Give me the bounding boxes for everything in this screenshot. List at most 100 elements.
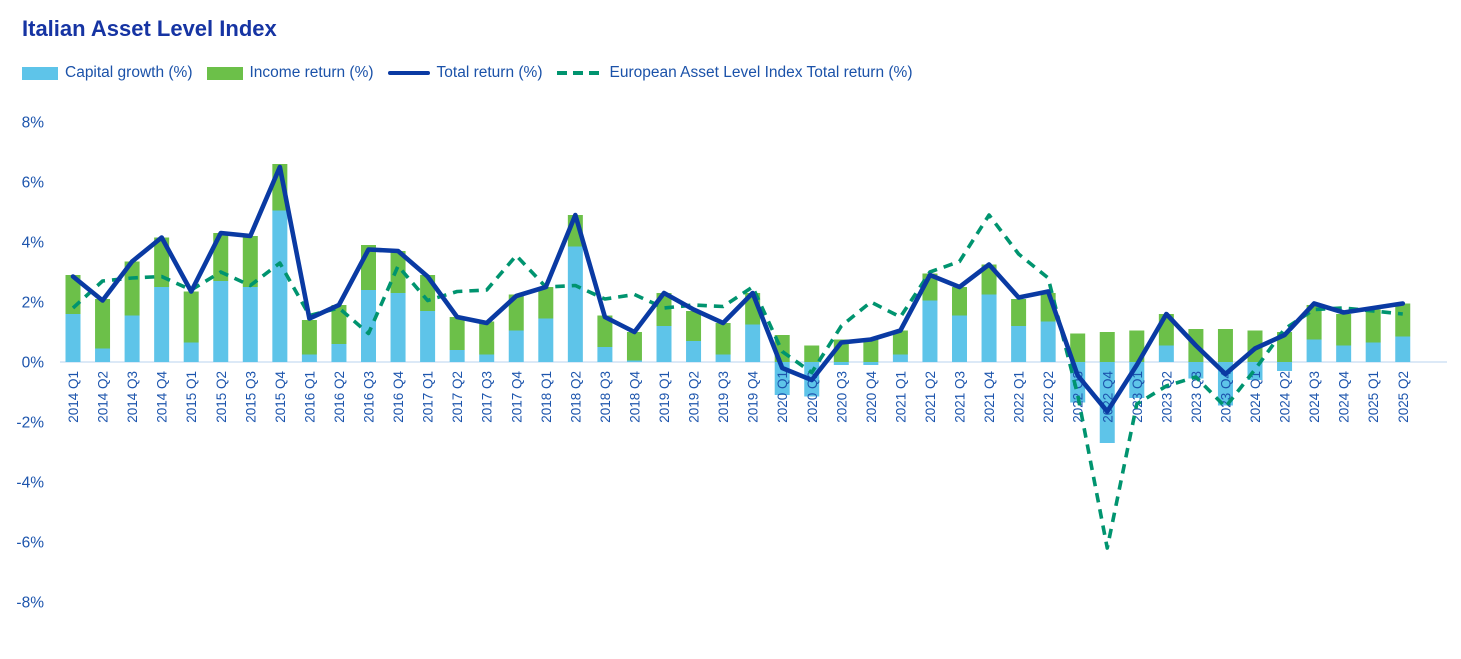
bar-capital-growth bbox=[715, 354, 731, 362]
bar-capital-growth bbox=[65, 314, 81, 362]
bar-capital-growth bbox=[449, 350, 465, 362]
legend-item-european-index: European Asset Level Index Total return … bbox=[556, 64, 913, 82]
y-tick-label: -6% bbox=[16, 535, 44, 552]
bar-capital-growth bbox=[361, 290, 376, 362]
x-tick-label: 2020 Q4 bbox=[864, 371, 879, 423]
x-tick-label: 2017 Q3 bbox=[480, 371, 495, 423]
x-tick-label: 2019 Q2 bbox=[687, 371, 702, 423]
bar-capital-growth bbox=[479, 354, 495, 362]
bar-capital-growth bbox=[1277, 362, 1293, 371]
bar-income-return bbox=[154, 237, 170, 287]
legend-item-capital-growth: Capital growth (%) bbox=[22, 64, 193, 82]
chart-title: Italian Asset Level Index bbox=[22, 16, 277, 41]
bar-income-return bbox=[1099, 332, 1115, 362]
x-tick-label: 2015 Q2 bbox=[214, 371, 229, 423]
x-tick-label: 2025 Q2 bbox=[1396, 371, 1411, 423]
bar-income-return bbox=[686, 311, 702, 341]
european-index-dashed-line-icon bbox=[556, 70, 603, 76]
bar-income-return bbox=[715, 323, 731, 355]
bar-income-return bbox=[1011, 299, 1027, 326]
legend-label: European Asset Level Index Total return … bbox=[609, 64, 913, 81]
y-tick-label: 8% bbox=[22, 115, 45, 132]
x-tick-label: 2018 Q1 bbox=[539, 371, 554, 423]
x-tick-label: 2022 Q2 bbox=[1041, 371, 1056, 423]
bar-capital-growth bbox=[626, 360, 642, 362]
x-tick-label: 2014 Q3 bbox=[125, 371, 140, 423]
x-tick-label: 2024 Q2 bbox=[1278, 371, 1293, 423]
bar-income-return bbox=[892, 330, 908, 355]
x-tick-label: 2020 Q3 bbox=[834, 371, 849, 423]
y-axis: 8% 6% 4% 2% 0% -2% -4% -6% -8% bbox=[16, 115, 44, 612]
y-tick-label: -4% bbox=[16, 475, 44, 492]
x-tick-label: 2021 Q4 bbox=[982, 371, 997, 423]
x-tick-label: 2015 Q1 bbox=[184, 371, 199, 423]
x-tick-label: 2018 Q3 bbox=[598, 371, 613, 423]
bar-capital-growth bbox=[922, 300, 938, 362]
x-tick-label: 2020 Q2 bbox=[805, 371, 820, 423]
bar-income-return bbox=[449, 317, 465, 350]
bar-income-return bbox=[301, 320, 317, 355]
legend-item-total-return: Total return (%) bbox=[387, 64, 543, 82]
x-tick-label: 2019 Q3 bbox=[716, 371, 731, 423]
x-tick-label: 2024 Q1 bbox=[1248, 371, 1263, 423]
income-return-swatch-icon bbox=[206, 66, 243, 80]
bar-capital-growth bbox=[301, 354, 317, 362]
chart-legend: Capital growth (%) Income return (%) Tot… bbox=[22, 64, 913, 82]
bar-income-return bbox=[1217, 329, 1233, 362]
total-return-line bbox=[70, 164, 1406, 414]
legend-label: Total return (%) bbox=[436, 64, 543, 81]
bar-capital-growth bbox=[242, 287, 258, 362]
x-tick-label: 2024 Q3 bbox=[1307, 371, 1322, 423]
bar-income-return bbox=[538, 287, 554, 319]
bar-capital-growth bbox=[1040, 321, 1056, 362]
bar-income-return bbox=[597, 315, 613, 347]
y-tick-label: -8% bbox=[16, 595, 44, 612]
x-tick-label: 2017 Q4 bbox=[509, 371, 524, 423]
x-tick-label: 2014 Q1 bbox=[66, 371, 81, 423]
bar-capital-growth bbox=[892, 354, 908, 362]
bar-capital-growth bbox=[686, 341, 702, 362]
bar-income-return bbox=[183, 291, 199, 343]
bar-income-return bbox=[508, 294, 524, 331]
x-tick-label: 2015 Q3 bbox=[243, 371, 258, 423]
bar-capital-growth bbox=[124, 315, 140, 362]
x-tick-label: 2017 Q2 bbox=[450, 371, 465, 423]
bar-capital-growth bbox=[390, 293, 406, 362]
bar-income-return bbox=[1365, 309, 1381, 343]
bars-group bbox=[65, 164, 1411, 443]
bar-capital-growth bbox=[567, 246, 583, 362]
bar-income-return bbox=[804, 345, 820, 362]
bar-income-return bbox=[390, 251, 406, 293]
bar-capital-growth bbox=[1070, 362, 1086, 403]
bar-income-return bbox=[479, 321, 495, 355]
x-axis: 2014 Q1 2014 Q2 2014 Q3 2014 Q4 2015 Q1 2015 … bbox=[66, 371, 1411, 423]
legend-label: Capital growth (%) bbox=[65, 64, 193, 81]
bar-capital-growth bbox=[213, 281, 229, 362]
x-tick-label: 2015 Q4 bbox=[273, 371, 288, 423]
bar-capital-growth bbox=[833, 362, 849, 365]
bar-capital-growth bbox=[1158, 345, 1174, 362]
y-tick-label: 4% bbox=[22, 235, 45, 252]
bar-capital-growth bbox=[745, 324, 761, 362]
legend-label: Income return (%) bbox=[249, 64, 374, 81]
legend-item-income-return: Income return (%) bbox=[206, 64, 374, 82]
x-tick-label: 2022 Q4 bbox=[1100, 371, 1115, 423]
x-tick-label: 2018 Q4 bbox=[627, 371, 642, 423]
x-tick-label: 2023 Q3 bbox=[1189, 371, 1204, 423]
bar-capital-growth bbox=[331, 344, 347, 362]
x-tick-label: 2023 Q1 bbox=[1130, 371, 1145, 423]
x-tick-label: 2014 Q4 bbox=[155, 371, 170, 423]
y-tick-label: 2% bbox=[22, 295, 45, 312]
bar-income-return bbox=[331, 305, 347, 344]
bar-income-return bbox=[863, 338, 879, 362]
bar-capital-growth bbox=[95, 348, 111, 362]
x-tick-label: 2016 Q4 bbox=[391, 371, 406, 423]
x-tick-label: 2022 Q1 bbox=[1012, 371, 1027, 423]
x-tick-label: 2023 Q2 bbox=[1159, 371, 1174, 423]
bar-capital-growth bbox=[1336, 345, 1352, 362]
bar-income-return bbox=[1336, 314, 1352, 346]
x-tick-label: 2016 Q3 bbox=[362, 371, 377, 423]
bar-income-return bbox=[1070, 333, 1086, 362]
bar-capital-growth bbox=[981, 294, 997, 362]
